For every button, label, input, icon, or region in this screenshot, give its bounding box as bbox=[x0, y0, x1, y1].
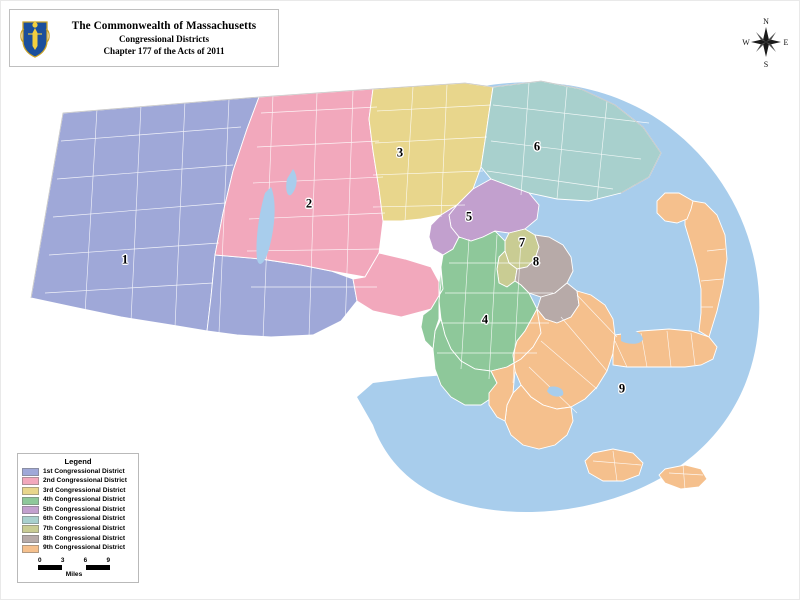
legend-title: Legend bbox=[64, 457, 92, 466]
scale-bar: 0 3 6 9 Miles bbox=[22, 557, 134, 578]
map-subtitle: Congressional Districts bbox=[118, 33, 209, 44]
compass-south-label: S bbox=[764, 60, 768, 69]
legend-label-district-6: 6th Congressional District bbox=[43, 515, 126, 523]
legend-label-district-5: 5th Congressional District bbox=[43, 505, 126, 513]
legend-swatch-district-9 bbox=[22, 544, 39, 553]
legend-item-district-2[interactable]: 2nd Congressional District bbox=[22, 477, 134, 487]
legend-label-district-1: 1st Congressional District bbox=[43, 467, 125, 475]
legend-label-district-2: 2nd Congressional District bbox=[43, 477, 127, 485]
legend-swatch-district-4 bbox=[22, 496, 39, 505]
scale-tick: 6 bbox=[83, 557, 88, 565]
legend-label-district-7: 7th Congressional District bbox=[43, 525, 126, 533]
map-title-block: The Commonwealth of Massachusetts Congre… bbox=[9, 9, 279, 67]
legend-item-district-9[interactable]: 9th Congressional District bbox=[22, 544, 134, 554]
legend-label-district-8: 8th Congressional District bbox=[43, 534, 126, 542]
scale-tick: 3 bbox=[60, 557, 65, 565]
legend-item-district-6[interactable]: 6th Congressional District bbox=[22, 515, 134, 525]
legend-item-district-1[interactable]: 1st Congressional District bbox=[22, 467, 134, 477]
district-2-region[interactable] bbox=[214, 88, 444, 318]
legend-item-district-3[interactable]: 3rd Congressional District bbox=[22, 486, 134, 496]
compass-north-label: N bbox=[763, 17, 769, 26]
inland-water bbox=[256, 169, 643, 397]
map-title: The Commonwealth of Massachusetts bbox=[71, 19, 257, 32]
legend-item-district-5[interactable]: 5th Congressional District bbox=[22, 505, 134, 515]
map-legend[interactable]: Legend 1st Congressional District 2nd Con… bbox=[17, 453, 139, 583]
map-citation: Chapter 177 of the Acts of 2011 bbox=[103, 46, 225, 56]
town-boundaries bbox=[44, 82, 726, 490]
legend-item-district-8[interactable]: 8th Congressional District bbox=[22, 534, 134, 544]
compass-west-label: W bbox=[742, 38, 750, 47]
compass-rose-icon: N S W E bbox=[742, 17, 789, 69]
scale-tick: 9 bbox=[106, 557, 110, 565]
legend-items: 1st Congressional District 2nd Congressio… bbox=[22, 467, 134, 553]
scale-segment bbox=[62, 565, 86, 571]
scale-segment bbox=[86, 565, 110, 571]
legend-swatch-district-8 bbox=[22, 534, 39, 543]
legend-swatch-district-2 bbox=[22, 477, 39, 486]
district-1-region[interactable] bbox=[30, 96, 358, 338]
district-5-region[interactable] bbox=[428, 178, 540, 256]
scale-tick: 0 bbox=[38, 557, 42, 565]
legend-swatch-district-1 bbox=[22, 467, 39, 476]
legend-item-district-7[interactable]: 7th Congressional District bbox=[22, 525, 134, 535]
legend-label-district-3: 3rd Congressional District bbox=[43, 486, 126, 494]
legend-item-district-4[interactable]: 4th Congressional District bbox=[22, 496, 134, 506]
scale-segment bbox=[38, 565, 62, 571]
scale-units-label: Miles bbox=[65, 570, 83, 578]
legend-swatch-district-6 bbox=[22, 515, 39, 524]
compass-east-label: E bbox=[784, 38, 789, 47]
district-9-region[interactable] bbox=[488, 192, 728, 490]
legend-swatch-district-3 bbox=[22, 486, 39, 495]
district-8-region[interactable] bbox=[514, 234, 580, 324]
scale-bar-segments bbox=[38, 565, 110, 571]
legend-swatch-district-5 bbox=[22, 506, 39, 515]
scale-tick-labels: 0 3 6 9 bbox=[38, 557, 110, 564]
legend-label-district-9: 9th Congressional District bbox=[43, 544, 126, 552]
massachusetts-state-shield-icon bbox=[20, 20, 50, 58]
legend-swatch-district-7 bbox=[22, 525, 39, 534]
legend-label-district-4: 4th Congressional District bbox=[43, 496, 126, 504]
state-outline bbox=[30, 80, 662, 299]
